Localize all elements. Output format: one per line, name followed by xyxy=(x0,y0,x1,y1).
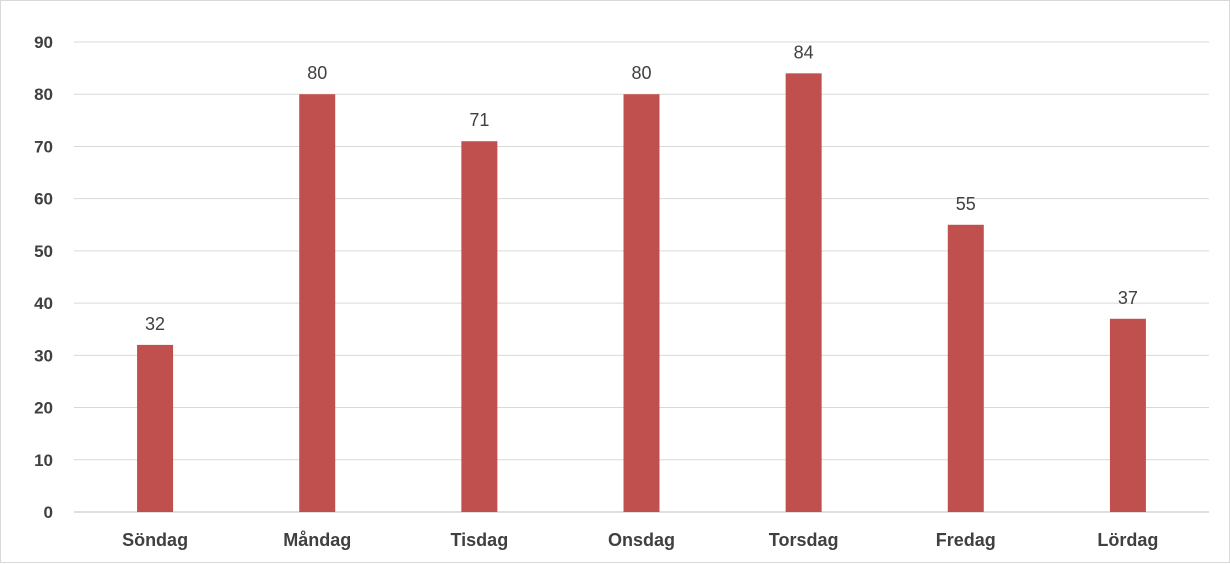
x-tick-label: Lördag xyxy=(1097,530,1158,550)
y-tick-label: 20 xyxy=(34,399,53,418)
y-tick-label: 70 xyxy=(34,137,53,156)
bar xyxy=(299,94,336,512)
data-labels: 32 80 71 80 84 55 37 xyxy=(145,42,1138,334)
data-label: 32 xyxy=(145,314,165,334)
y-tick-label: 50 xyxy=(34,242,53,261)
data-label: 37 xyxy=(1118,288,1138,308)
y-tick-label: 30 xyxy=(34,346,53,365)
bar xyxy=(1109,318,1146,512)
y-tick-label: 60 xyxy=(34,190,53,209)
x-tick-label: Onsdag xyxy=(608,530,675,550)
bar xyxy=(461,141,498,512)
x-tick-label: Fredag xyxy=(936,530,996,550)
x-tick-label: Söndag xyxy=(122,530,188,550)
data-label: 80 xyxy=(307,63,327,83)
bars xyxy=(137,73,1146,512)
y-axis-ticks: 0 10 20 30 40 50 60 70 80 90 xyxy=(34,33,53,522)
y-tick-label: 40 xyxy=(34,294,53,313)
data-label: 80 xyxy=(631,63,651,83)
x-tick-label: Måndag xyxy=(283,530,351,550)
y-tick-label: 10 xyxy=(34,451,53,470)
bar xyxy=(137,344,174,512)
x-tick-label: Torsdag xyxy=(769,530,839,550)
bar xyxy=(623,94,660,512)
x-tick-label: Tisdag xyxy=(451,530,509,550)
bar xyxy=(785,73,822,512)
bar xyxy=(947,224,984,512)
y-tick-label: 0 xyxy=(44,503,53,522)
data-label: 84 xyxy=(794,42,814,62)
data-label: 55 xyxy=(956,194,976,214)
x-axis-ticks: Söndag Måndag Tisdag Onsdag Torsdag Fredag Lör… xyxy=(122,530,1158,550)
y-tick-label: 90 xyxy=(34,33,53,52)
data-label: 71 xyxy=(469,110,489,130)
y-tick-label: 80 xyxy=(34,85,53,104)
